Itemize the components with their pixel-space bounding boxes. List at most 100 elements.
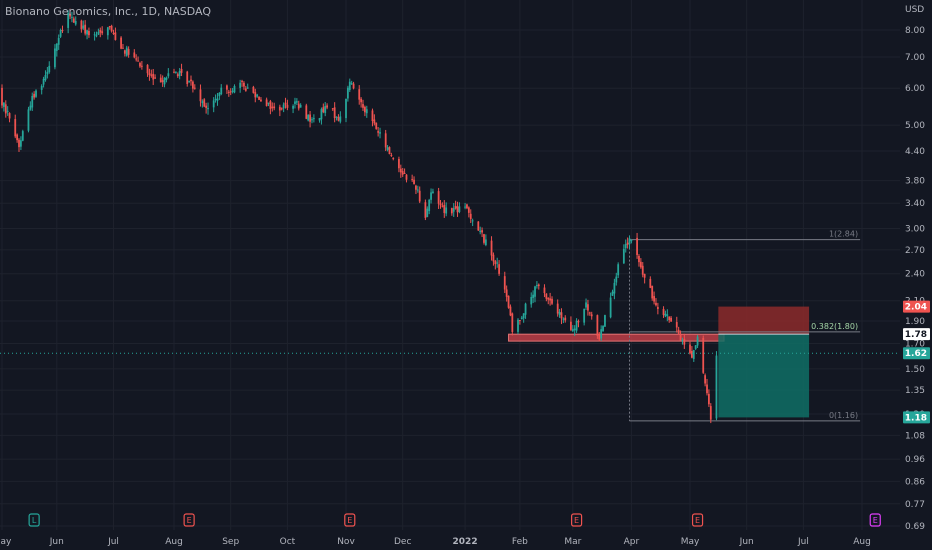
candle — [86, 29, 88, 40]
candle — [40, 84, 43, 95]
candle-body — [624, 244, 627, 249]
candle-body — [379, 132, 381, 134]
event-marker-earnings[interactable]: E — [183, 513, 195, 527]
candle — [42, 76, 45, 88]
candle-body — [214, 98, 217, 100]
candle-body — [630, 240, 633, 242]
candle — [477, 221, 480, 231]
candle-body — [267, 102, 270, 104]
candle-body — [84, 24, 87, 34]
x-tick-label: Sep — [222, 537, 239, 547]
candle — [233, 84, 236, 94]
candle — [99, 27, 102, 38]
candle-body — [133, 52, 136, 58]
candle — [74, 16, 77, 26]
candle — [239, 79, 242, 93]
candle-body — [318, 118, 321, 121]
candle — [120, 36, 122, 50]
candle-body — [152, 73, 155, 80]
candle — [2, 102, 5, 112]
candle — [305, 103, 308, 120]
candle — [178, 68, 181, 80]
candle — [273, 102, 276, 111]
candle — [416, 185, 419, 193]
candle — [324, 101, 327, 117]
candle — [27, 106, 30, 133]
candle — [373, 114, 376, 126]
candle-body — [88, 31, 90, 36]
event-marker-listing[interactable]: L — [28, 513, 40, 527]
candle-body — [18, 139, 20, 148]
candle — [307, 114, 310, 122]
x-tick-label: Oct — [280, 537, 296, 547]
candle — [377, 127, 380, 137]
candle-body — [148, 73, 151, 76]
candle — [639, 258, 642, 269]
event-marker-earnings[interactable]: E — [691, 513, 704, 527]
candle — [628, 235, 631, 250]
event-marker-earnings[interactable]: E — [570, 513, 583, 527]
candle-body — [150, 74, 153, 76]
x-tick-label: Jun — [739, 537, 754, 547]
x-tick-label: Apr — [624, 537, 640, 547]
candle-body — [536, 285, 538, 287]
candle-body — [587, 304, 589, 311]
candle — [29, 101, 32, 111]
candle — [471, 218, 474, 227]
candle — [494, 259, 497, 270]
candle — [31, 92, 34, 112]
candle — [643, 273, 646, 284]
candle — [125, 45, 128, 57]
candle-body — [292, 105, 294, 109]
candle-body — [445, 207, 448, 214]
candle-body — [312, 118, 315, 120]
candle — [617, 262, 620, 278]
event-marker-earnings[interactable]: E — [344, 513, 356, 527]
candle-body — [4, 104, 7, 114]
candle-body — [530, 296, 533, 305]
candle — [180, 63, 183, 77]
candle-body — [125, 47, 128, 56]
candle-body — [299, 104, 302, 108]
candle — [424, 199, 427, 221]
candle-body — [193, 87, 196, 89]
candle — [575, 318, 578, 333]
candle — [573, 325, 576, 336]
y-axis: 8.00 7.00 6.00 5.00 4.40 3.80 3.40 3.00 2.70 2.40… — [900, 0, 932, 550]
candle — [161, 75, 164, 87]
candle-body — [401, 171, 404, 175]
candle-body — [439, 203, 442, 206]
candle-body — [229, 91, 232, 93]
x-tick-label: May — [681, 537, 700, 547]
candle — [392, 157, 395, 161]
event-marker-earnings[interactable]: E — [869, 513, 881, 527]
candle-body — [256, 94, 259, 97]
event-icon — [28, 513, 40, 527]
resistance-zone — [508, 333, 725, 342]
candle-body — [252, 86, 255, 93]
candle-body — [403, 172, 406, 174]
candle — [613, 278, 616, 300]
candle — [622, 244, 625, 265]
candle-body — [655, 302, 657, 306]
y-tick-label: 7.00 — [905, 53, 925, 63]
candle-body — [492, 254, 495, 262]
y-tick-label: 1.50 — [905, 365, 925, 375]
candle-body — [390, 154, 393, 157]
candle — [256, 93, 259, 98]
candle-body — [176, 74, 179, 77]
candle-body — [167, 73, 170, 77]
candle — [481, 227, 483, 238]
x-tick-label: Dec — [394, 537, 411, 547]
grid — [0, 0, 900, 530]
candle-body — [694, 345, 697, 349]
candle — [379, 127, 381, 139]
candle-body — [212, 100, 215, 108]
candle — [218, 92, 221, 100]
event-icon — [570, 513, 583, 527]
candle — [390, 152, 393, 157]
candle — [16, 133, 19, 143]
candle-body — [297, 103, 300, 109]
candle-body — [69, 13, 71, 17]
